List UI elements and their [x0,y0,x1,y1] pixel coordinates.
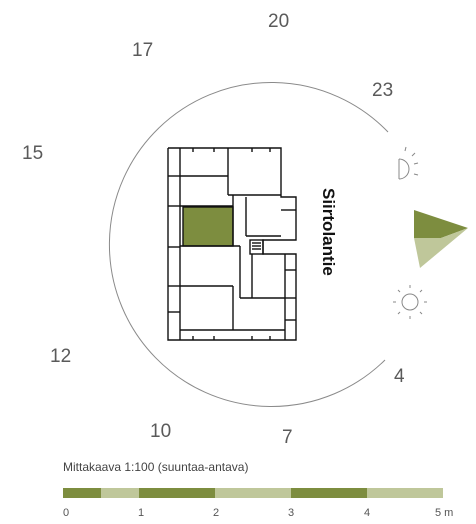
north-arrow-icon [414,210,468,268]
scale-bar [63,488,443,498]
hour-label-15: 15 [22,143,44,164]
street-name: Siirtolantie [319,188,338,276]
hour-label-17: 17 [132,40,154,61]
scale-title: Mittakaava 1:100 (suuntaa-antava) [63,460,249,474]
hour-label-23: 23 [372,80,394,101]
scale-segment [291,488,367,498]
scale-tick-3: 3 [288,507,295,519]
scale-tick-4: 4 [364,507,371,519]
hour-label-10: 10 [150,421,172,442]
scale-tick-0: 0 [63,507,70,519]
scale-tick-2: 2 [213,507,220,519]
scale-tick-5: 5 m [435,507,454,519]
scale-segment [215,488,291,498]
scale-tick-1: 1 [138,507,145,519]
hour-label-12: 12 [50,346,72,367]
scale-segment [63,488,101,498]
scale-segment [139,488,215,498]
scale-segment [367,488,443,498]
hour-label-7: 7 [282,427,293,448]
sun-path-circle [108,82,389,407]
hour-label-4: 4 [394,366,405,387]
street-name-container: Siirtolantie [318,188,340,308]
floor-plan [167,147,297,341]
scale-segment [101,488,139,498]
sunset-icon [398,146,419,180]
highlighted-apartment [182,206,234,247]
hour-label-20: 20 [268,11,290,32]
sunrise-icon [393,285,427,319]
